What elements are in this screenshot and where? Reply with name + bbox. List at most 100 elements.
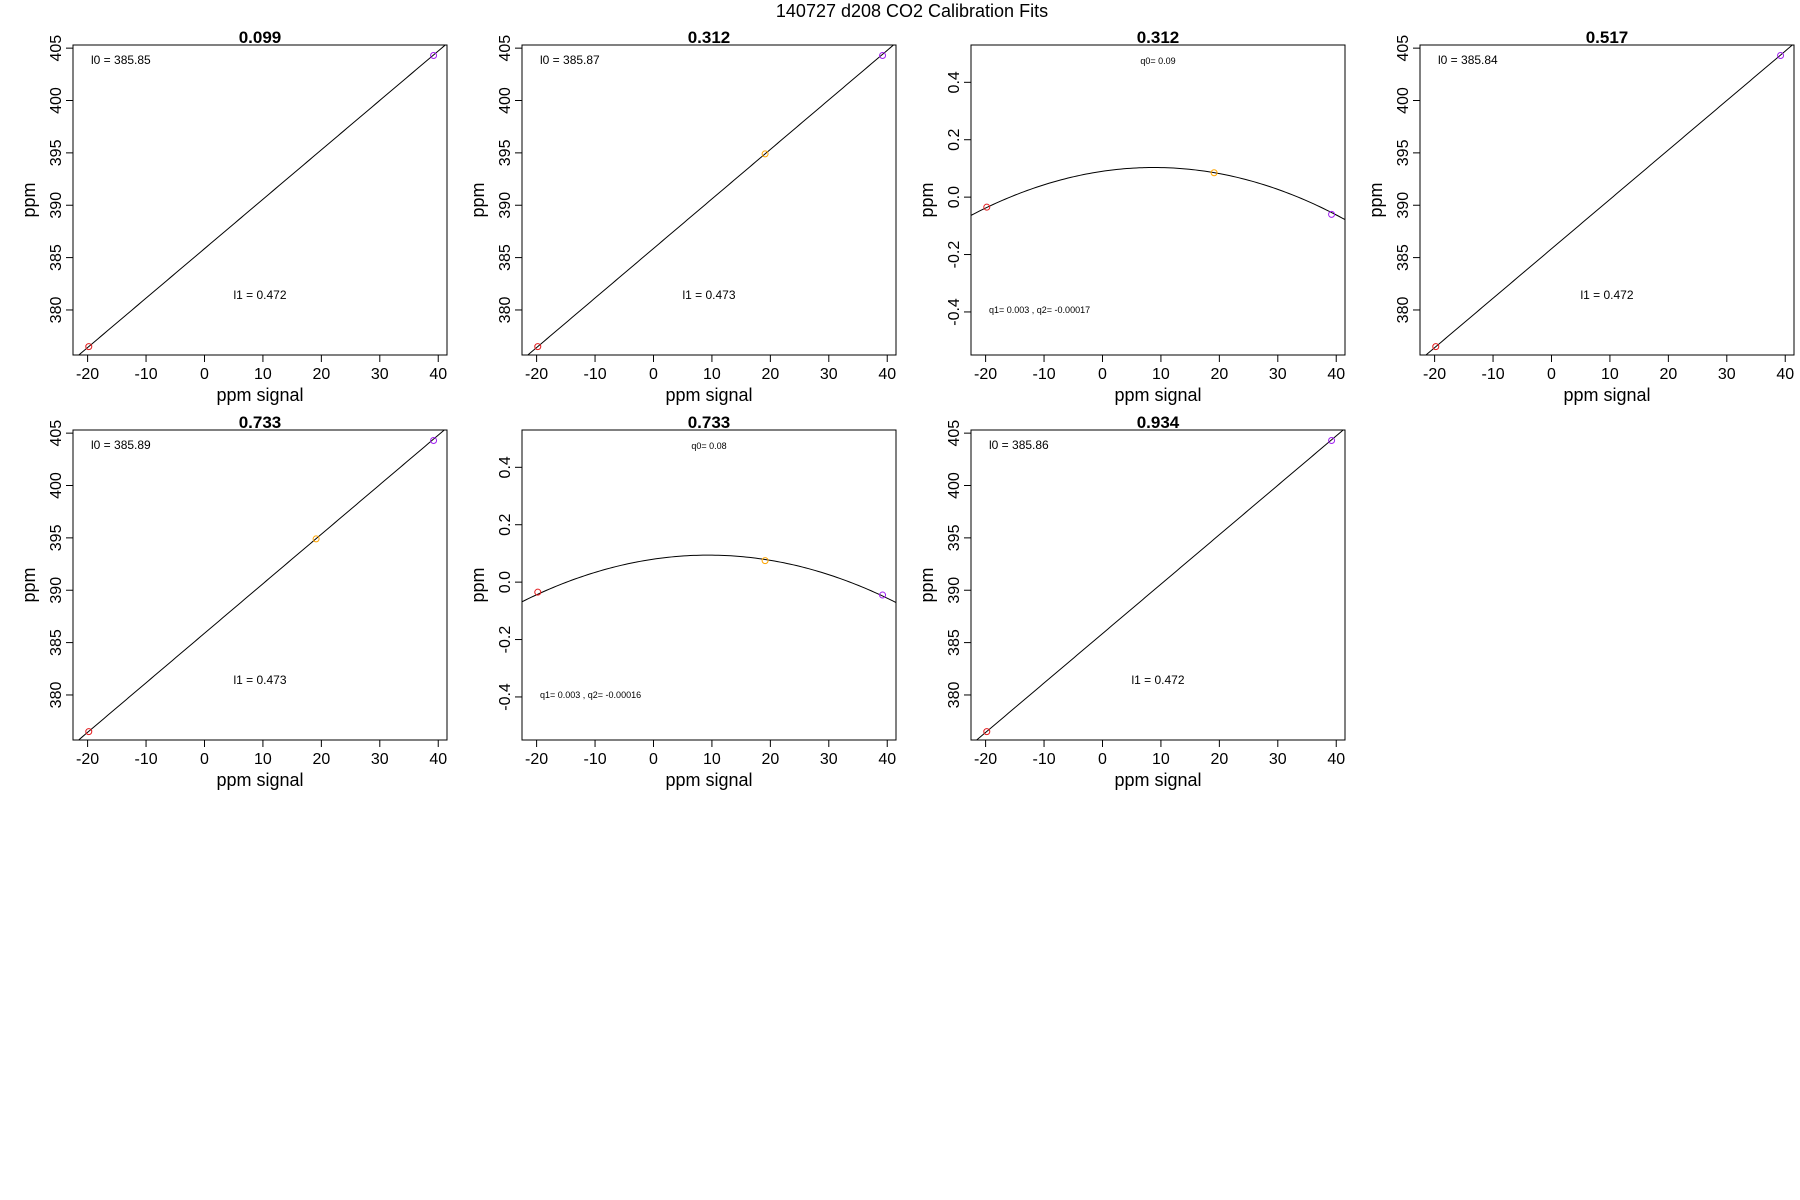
- x-tick-label: -10: [134, 751, 157, 768]
- y-tick-label: 400: [1395, 87, 1412, 114]
- y-tick-label: 385: [48, 629, 65, 656]
- x-tick-label: 10: [703, 366, 721, 383]
- x-tick-label: -20: [525, 366, 548, 383]
- plot-frame: [970, 44, 1346, 356]
- panel-title: 0.517: [1586, 28, 1629, 47]
- y-tick-label: -0.4: [497, 683, 514, 711]
- fit-annotation: q1= 0.003 , q2= -0.00017: [989, 305, 1090, 315]
- x-tick-label: 40: [1776, 366, 1794, 383]
- y-tick-label: 395: [946, 524, 963, 551]
- chart-panel: 0.517 -20 -10 0 10 20 30 40 ppm signal 380 385 390 3…: [1366, 28, 1795, 405]
- calibration-point: [534, 343, 542, 351]
- calibration-point: [1432, 343, 1440, 351]
- y-tick-label: 405: [497, 35, 514, 62]
- fit-annotation: l0 = 385.89: [91, 438, 151, 452]
- x-axis-label: ppm signal: [216, 770, 303, 790]
- y-tick-label: 400: [497, 87, 514, 114]
- x-tick-label: 20: [1659, 366, 1677, 383]
- y-tick-label: 395: [48, 524, 65, 551]
- panels-container: 0.099 -20 -10 0 10 20 30 40 ppm signal 380 385 390 3…: [19, 28, 1795, 790]
- y-axis-label: ppm: [468, 567, 488, 602]
- fit-annotation: l0 = 385.85: [91, 53, 151, 67]
- y-tick-label: 395: [497, 139, 514, 166]
- x-tick-label: 0: [200, 751, 209, 768]
- y-tick-label: 385: [48, 244, 65, 271]
- y-tick-label: 405: [1395, 35, 1412, 62]
- x-tick-label: 30: [371, 366, 389, 383]
- y-tick-label: 380: [946, 682, 963, 709]
- x-tick-label: 10: [703, 751, 721, 768]
- x-tick-label: -20: [525, 751, 548, 768]
- y-axis-label: ppm: [19, 567, 39, 602]
- panel-title: 0.733: [688, 413, 731, 432]
- x-tick-label: -20: [974, 751, 997, 768]
- calibration-point: [430, 51, 438, 59]
- x-tick-label: -10: [1032, 751, 1055, 768]
- y-tick-label: 390: [48, 577, 65, 604]
- plot-frame: [1419, 44, 1795, 356]
- x-axis-label: ppm signal: [665, 770, 752, 790]
- calibration-point: [430, 436, 438, 444]
- x-tick-label: 30: [820, 751, 838, 768]
- x-tick-label: 20: [761, 751, 779, 768]
- plot-frame: [970, 429, 1346, 741]
- x-tick-label: -20: [76, 751, 99, 768]
- panel-title: 0.733: [239, 413, 282, 432]
- y-tick-label: 385: [946, 629, 963, 656]
- fit-annotation: l1 = 0.473: [233, 673, 286, 687]
- fit-curve: [1425, 45, 1794, 355]
- x-tick-label: 40: [429, 366, 447, 383]
- y-tick-label: 385: [1395, 244, 1412, 271]
- y-tick-label: 395: [48, 139, 65, 166]
- y-tick-label: 0.2: [946, 129, 963, 151]
- y-tick-label: 0.0: [946, 186, 963, 208]
- calibration-point: [1328, 210, 1336, 218]
- x-tick-label: -10: [134, 366, 157, 383]
- x-tick-label: 0: [649, 751, 658, 768]
- fit-annotation: q0= 0.09: [1140, 56, 1175, 66]
- x-axis-label: ppm signal: [1114, 385, 1201, 405]
- y-tick-label: -0.2: [946, 241, 963, 269]
- y-tick-label: 380: [48, 297, 65, 324]
- y-tick-label: 0.0: [497, 571, 514, 593]
- chart-panel: 0.733 -20 -10 0 10 20 30 40 ppm signal -0.4 -0.2 0.…: [468, 413, 897, 790]
- fit-curve: [527, 45, 895, 355]
- x-tick-label: 40: [1327, 751, 1345, 768]
- x-tick-label: 10: [254, 751, 272, 768]
- plot-frame: [72, 429, 448, 741]
- y-tick-label: 390: [497, 192, 514, 219]
- y-tick-label: 400: [48, 472, 65, 499]
- fit-annotation: l1 = 0.472: [1580, 288, 1633, 302]
- calibration-point: [983, 203, 991, 211]
- x-tick-label: -20: [1423, 366, 1446, 383]
- y-tick-label: 380: [1395, 297, 1412, 324]
- x-tick-label: 20: [1210, 751, 1228, 768]
- x-tick-label: -20: [974, 366, 997, 383]
- y-tick-label: 405: [946, 420, 963, 447]
- calibration-point: [1777, 51, 1785, 59]
- calibration-point: [534, 588, 542, 596]
- panel-title: 0.934: [1137, 413, 1180, 432]
- plot-frame: [72, 44, 448, 356]
- y-tick-label: 405: [48, 420, 65, 447]
- y-tick-label: 0.4: [946, 71, 963, 93]
- x-tick-label: -10: [583, 366, 606, 383]
- fit-annotation: l1 = 0.473: [682, 288, 735, 302]
- x-tick-label: 40: [878, 751, 896, 768]
- x-tick-label: 30: [1269, 366, 1287, 383]
- x-tick-label: 10: [1152, 751, 1170, 768]
- calibration-point: [1328, 436, 1336, 444]
- y-tick-label: 390: [1395, 192, 1412, 219]
- y-axis-label: ppm: [1366, 182, 1386, 217]
- chart-panel: 0.934 -20 -10 0 10 20 30 40 ppm signal 380 385 390 3…: [917, 413, 1346, 790]
- calibration-point: [312, 535, 320, 543]
- fit-annotation: q0= 0.08: [691, 441, 726, 451]
- panel-title: 0.312: [688, 28, 731, 47]
- y-tick-label: 380: [497, 297, 514, 324]
- x-tick-label: 20: [1210, 366, 1228, 383]
- fit-annotation: l1 = 0.472: [1131, 673, 1184, 687]
- x-tick-label: 40: [1327, 366, 1345, 383]
- x-tick-label: 10: [254, 366, 272, 383]
- calibration-point: [85, 728, 93, 736]
